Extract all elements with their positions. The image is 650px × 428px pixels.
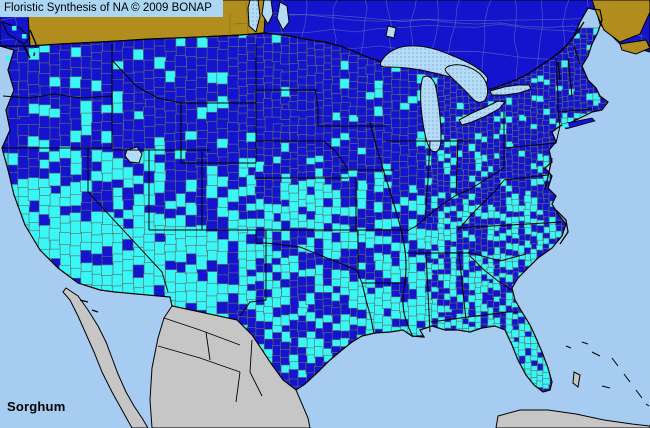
- coastal-inlets: [544, 21, 585, 245]
- puget-sound-vancouver-island: [1, 21, 39, 61]
- absent-region-olive: [27, 0, 650, 55]
- mexico-region: [62, 287, 650, 428]
- mississippi-river: [369, 121, 414, 338]
- lake-winnipegosis: [261, 0, 274, 26]
- map-title-bar: Floristic Synthesis of NA © 2009 BONAP: [0, 0, 223, 17]
- lake-huron: [444, 64, 489, 103]
- bahamas-islands: [79, 299, 650, 407]
- lake-erie: [458, 100, 506, 126]
- nova-scotia-olive: [619, 39, 650, 55]
- lake-michigan: [420, 75, 442, 153]
- map-title: Floristic Synthesis of NA © 2009 BONAP: [4, 2, 212, 14]
- great-salt-lake: [124, 146, 143, 164]
- lake-ontario: [489, 84, 532, 96]
- new-brunswick-olive: [591, 0, 650, 43]
- baja-california: [62, 287, 149, 428]
- lake-manitoba: [276, 1, 290, 31]
- lake-nipigon: [385, 25, 397, 39]
- great-lakes: [124, 0, 532, 164]
- lake-winnipeg: [247, 0, 261, 33]
- taxon-label: Sorghum: [7, 399, 66, 414]
- cuba: [495, 409, 650, 428]
- mexico-state-lines: [157, 317, 263, 403]
- mexico-mainland: [149, 305, 311, 428]
- state-borders: [2, 44, 593, 335]
- channel-islands: [79, 299, 99, 313]
- long-island-cape-cod: [561, 117, 596, 130]
